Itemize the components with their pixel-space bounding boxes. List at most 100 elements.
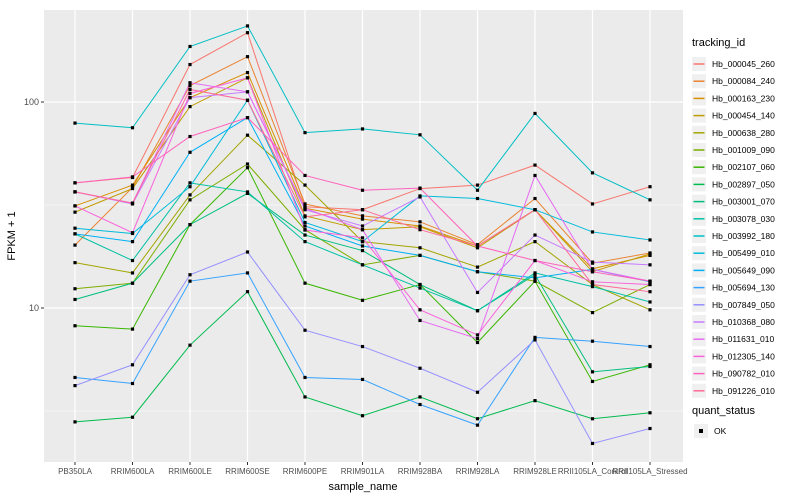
legend-entry-Hb_090782_010: Hb_090782_010: [692, 366, 775, 381]
data-point: [648, 411, 652, 415]
data-point: [73, 375, 77, 380]
data-point: [533, 111, 537, 116]
data-point: [533, 399, 537, 403]
data-point: [475, 337, 480, 341]
data-point: [73, 261, 77, 265]
data-point: [418, 195, 422, 199]
data-point: [130, 258, 135, 263]
data-point: [590, 230, 595, 234]
data-point: [475, 417, 480, 421]
data-point: [360, 244, 365, 248]
data-point: [130, 175, 135, 179]
legend-entry-label: Hb_003992_180: [712, 231, 775, 241]
data-point: [73, 226, 77, 230]
data-point: [648, 198, 652, 202]
data-point: [188, 198, 192, 202]
data-point: [590, 282, 595, 287]
data-point: [188, 104, 192, 109]
data-point: [533, 279, 537, 283]
legend-entry-Hb_001009_090: Hb_001009_090: [692, 143, 775, 157]
data-point: [418, 253, 422, 258]
data-point: [418, 228, 422, 232]
data-point: [360, 188, 365, 192]
data-point: [475, 183, 480, 187]
data-point: [648, 308, 652, 312]
data-point: [418, 225, 422, 229]
data-point: [73, 287, 77, 291]
data-point: [418, 220, 422, 224]
data-point: [475, 196, 480, 201]
legend-title-quant-status: quant_status: [692, 405, 755, 417]
legend-entry-Hb_000638_280: Hb_000638_280: [692, 125, 775, 140]
data-point: [245, 90, 250, 94]
legend-entry-Hb_002897_050: Hb_002897_050: [692, 177, 775, 192]
data-point: [533, 240, 537, 244]
data-point: [418, 286, 422, 290]
data-point: [590, 171, 595, 175]
data-point: [188, 273, 192, 277]
legend-entry-Hb_000084_240: Hb_000084_240: [692, 74, 775, 89]
data-point: [648, 263, 652, 267]
data-point: [130, 231, 135, 235]
legend-entry-label: Hb_000638_280: [712, 128, 775, 138]
data-point: [360, 214, 365, 218]
y-tick-label-100: 100: [24, 97, 39, 107]
data-point: [73, 204, 77, 208]
data-point: [188, 81, 192, 85]
data-point: [130, 281, 135, 285]
data-point: [533, 258, 537, 263]
data-point: [360, 248, 365, 253]
data-point: [303, 228, 307, 232]
legend-entry-label: Hb_002107_060: [712, 162, 775, 172]
data-point: [188, 223, 192, 227]
data-point: [245, 133, 250, 137]
data-point: [475, 333, 480, 337]
data-point: [418, 318, 422, 323]
data-point: [188, 279, 192, 283]
data-point: [303, 131, 307, 135]
data-point: [130, 126, 135, 130]
legend-entry-Hb_011631_010: Hb_011631_010: [692, 332, 775, 347]
data-point: [245, 166, 250, 170]
data-point: [590, 285, 595, 289]
data-point: [360, 236, 365, 240]
data-point: [73, 324, 77, 328]
data-point: [188, 134, 192, 139]
data-point: [475, 246, 480, 250]
data-point: [303, 220, 307, 225]
data-point: [303, 328, 307, 332]
data-point: [475, 340, 480, 345]
data-point: [418, 395, 422, 399]
data-point: [475, 265, 480, 269]
data-point: [130, 327, 135, 331]
data-point: [648, 238, 652, 242]
legend-entry-Hb_003992_180: Hb_003992_180: [692, 229, 775, 243]
data-point: [188, 91, 192, 96]
data-point: [73, 121, 77, 125]
data-point: [533, 273, 537, 277]
data-point: [188, 150, 192, 154]
data-point: [648, 185, 652, 189]
data-point: [475, 290, 480, 295]
data-point: [245, 70, 250, 75]
data-point: [188, 62, 192, 67]
data-point: [418, 186, 422, 190]
data-point: [188, 87, 192, 92]
legend-entry-Hb_012305_140: Hb_012305_140: [692, 349, 775, 364]
legend-entry-Hb_005694_130: Hb_005694_130: [692, 280, 775, 295]
legend-entry-label: Hb_090782_010: [712, 369, 775, 379]
x-tick-label: RRIM600PE: [283, 467, 327, 476]
x-tick-label: RRII105LA_Stressed: [612, 467, 687, 476]
data-point: [245, 76, 250, 80]
data-point: [303, 395, 307, 399]
legend-entry-label: Hb_005649_090: [712, 265, 775, 275]
data-point: [648, 282, 652, 287]
data-point: [303, 375, 307, 380]
data-point: [130, 240, 135, 244]
plot-panel: [44, 10, 683, 462]
x-axis-title: sample_name: [328, 481, 397, 493]
data-point: [360, 127, 365, 131]
legend-entry-label: Hb_011631_010: [712, 334, 775, 344]
data-point: [130, 381, 135, 386]
